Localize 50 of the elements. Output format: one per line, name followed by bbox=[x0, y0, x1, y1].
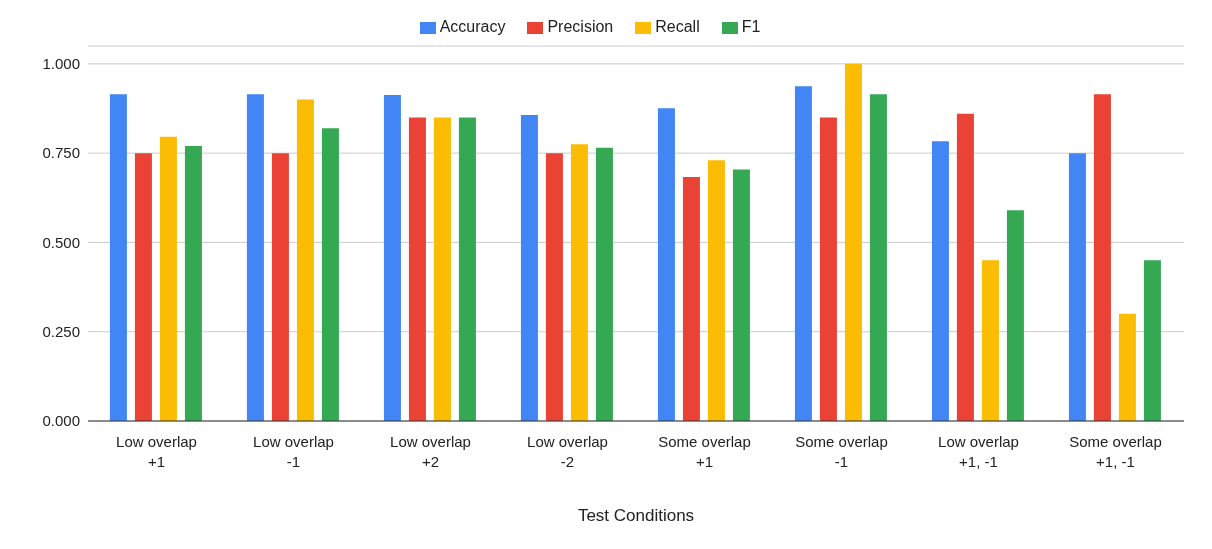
bar bbox=[981, 260, 999, 421]
y-tick-label: 0.750 bbox=[42, 144, 80, 162]
bar bbox=[819, 117, 837, 421]
x-tick-label: Some overlap +1, -1 bbox=[1069, 433, 1162, 470]
y-tick-label: 0.500 bbox=[42, 233, 80, 251]
bar bbox=[458, 117, 476, 421]
x-tick-label: Some overlap -1 bbox=[795, 433, 888, 470]
x-tick-label: Low overlap +1 bbox=[116, 433, 197, 470]
legend-label: Precision bbox=[547, 18, 614, 35]
legend-label: Accuracy bbox=[439, 18, 506, 35]
bar bbox=[1118, 313, 1136, 421]
bar bbox=[545, 153, 563, 421]
bar bbox=[1143, 260, 1161, 421]
bar bbox=[1093, 94, 1111, 421]
bar bbox=[408, 117, 426, 421]
x-tick-label: Some overlap +1 bbox=[658, 433, 751, 470]
bar bbox=[1068, 153, 1086, 421]
x-tick-label: Low overlap -2 bbox=[527, 433, 608, 470]
bar bbox=[657, 108, 675, 421]
bar bbox=[869, 94, 887, 421]
bar bbox=[956, 113, 974, 421]
y-tick-label: 1.000 bbox=[42, 55, 80, 73]
x-tick-label: Low overlap +2 bbox=[390, 433, 471, 470]
legend-label: F1 bbox=[741, 18, 761, 35]
bar bbox=[184, 146, 202, 421]
bar bbox=[931, 141, 949, 421]
bar bbox=[794, 86, 812, 421]
bar bbox=[682, 177, 700, 421]
bar bbox=[732, 169, 750, 421]
legend-label: Recall bbox=[655, 18, 700, 35]
bar bbox=[109, 94, 127, 421]
bar bbox=[246, 94, 264, 421]
bar bbox=[433, 117, 451, 421]
bar bbox=[1006, 210, 1024, 421]
bar bbox=[296, 99, 314, 421]
bar bbox=[707, 160, 725, 421]
bar bbox=[134, 153, 152, 421]
bar bbox=[520, 114, 538, 421]
bar bbox=[595, 147, 613, 421]
y-tick-label: 0.250 bbox=[42, 323, 80, 341]
bar bbox=[570, 144, 588, 421]
bar bbox=[383, 94, 401, 421]
x-tick-label: Low overlap +1, -1 bbox=[938, 433, 1019, 470]
bar bbox=[271, 153, 289, 421]
bar bbox=[159, 136, 177, 421]
x-axis-title: Test Conditions bbox=[577, 506, 695, 525]
bar bbox=[321, 128, 339, 421]
x-tick-label: Low overlap -1 bbox=[253, 433, 334, 470]
y-tick-label: 0.000 bbox=[42, 412, 80, 430]
bar bbox=[844, 63, 862, 421]
